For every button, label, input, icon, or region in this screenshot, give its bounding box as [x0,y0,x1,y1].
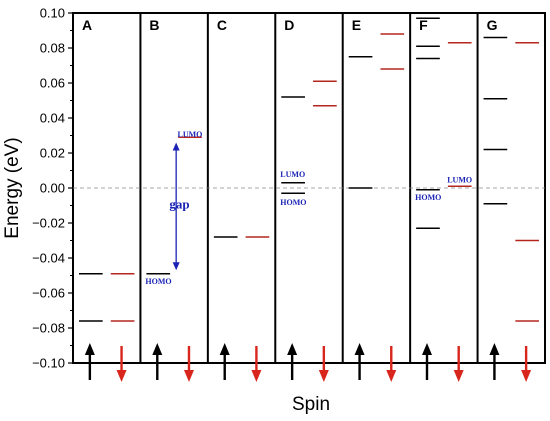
spin-up-arrow-head [84,343,95,355]
y-tick-label: −0.10 [32,356,65,371]
y-tick-label: 0.02 [40,146,65,161]
panel-label-c: C [217,17,227,33]
annotation-lumo: LUMO [178,130,203,139]
spin-down-arrow-head [453,370,464,382]
gap-arrow-head-top [172,142,180,151]
annotation-gap: gap [169,197,189,212]
spin-down-arrow-head [521,370,532,382]
annotation-homo: HOMO [145,277,171,286]
spin-up-arrow-head [354,343,365,355]
y-tick-label: 0.08 [40,41,65,56]
panel-label-g: G [487,17,498,33]
panel-label-b: B [149,17,159,33]
annotation-lumo: LUMO [447,175,472,184]
y-tick-label: −0.06 [32,286,65,301]
y-tick-label: −0.08 [32,321,65,336]
spin-down-arrow-head [116,370,127,382]
spin-up-arrow-head [287,343,298,355]
y-axis-title: Energy (eV) [2,137,23,238]
spin-down-arrow-head [183,370,194,382]
annotation-lumo: LUMO [280,170,305,179]
y-axis: −0.10 −0.08 −0.06 −0.04 −0.02 0.00 0.02 0.04 0.0… [32,6,73,371]
spin-down-arrow-head [318,370,329,382]
y-tick-label: 0.00 [40,181,65,196]
gap-arrow-head-bottom [172,262,180,271]
panel-label-e: E [352,17,361,33]
annotation-homo: HOMO [280,198,306,207]
x-axis-title: Spin [292,394,330,415]
spin-up-arrow-head [219,343,230,355]
spin-up-arrow-head [422,343,432,355]
panel-label-d: D [284,17,294,33]
annotations: LUMO HOMO gap LUMO HOMO HOMO LUMO [145,130,472,286]
spin-up-arrow-head [152,343,163,355]
y-tick-label: −0.04 [32,251,65,266]
annotation-homo: HOMO [415,193,441,202]
spin-down-arrow-head [251,370,262,382]
panel-label-a: A [82,17,92,33]
energy-levels [79,17,539,322]
panel-label-f: F [419,17,428,33]
spin-down-arrow-head [386,370,397,382]
spin-up-arrow-head [489,343,500,355]
y-tick-label: 0.04 [40,111,65,126]
y-tick-label: 0.06 [40,76,65,91]
y-tick-label: −0.02 [32,216,65,231]
spin-arrows [84,343,532,382]
y-tick-label: 0.10 [40,6,65,21]
